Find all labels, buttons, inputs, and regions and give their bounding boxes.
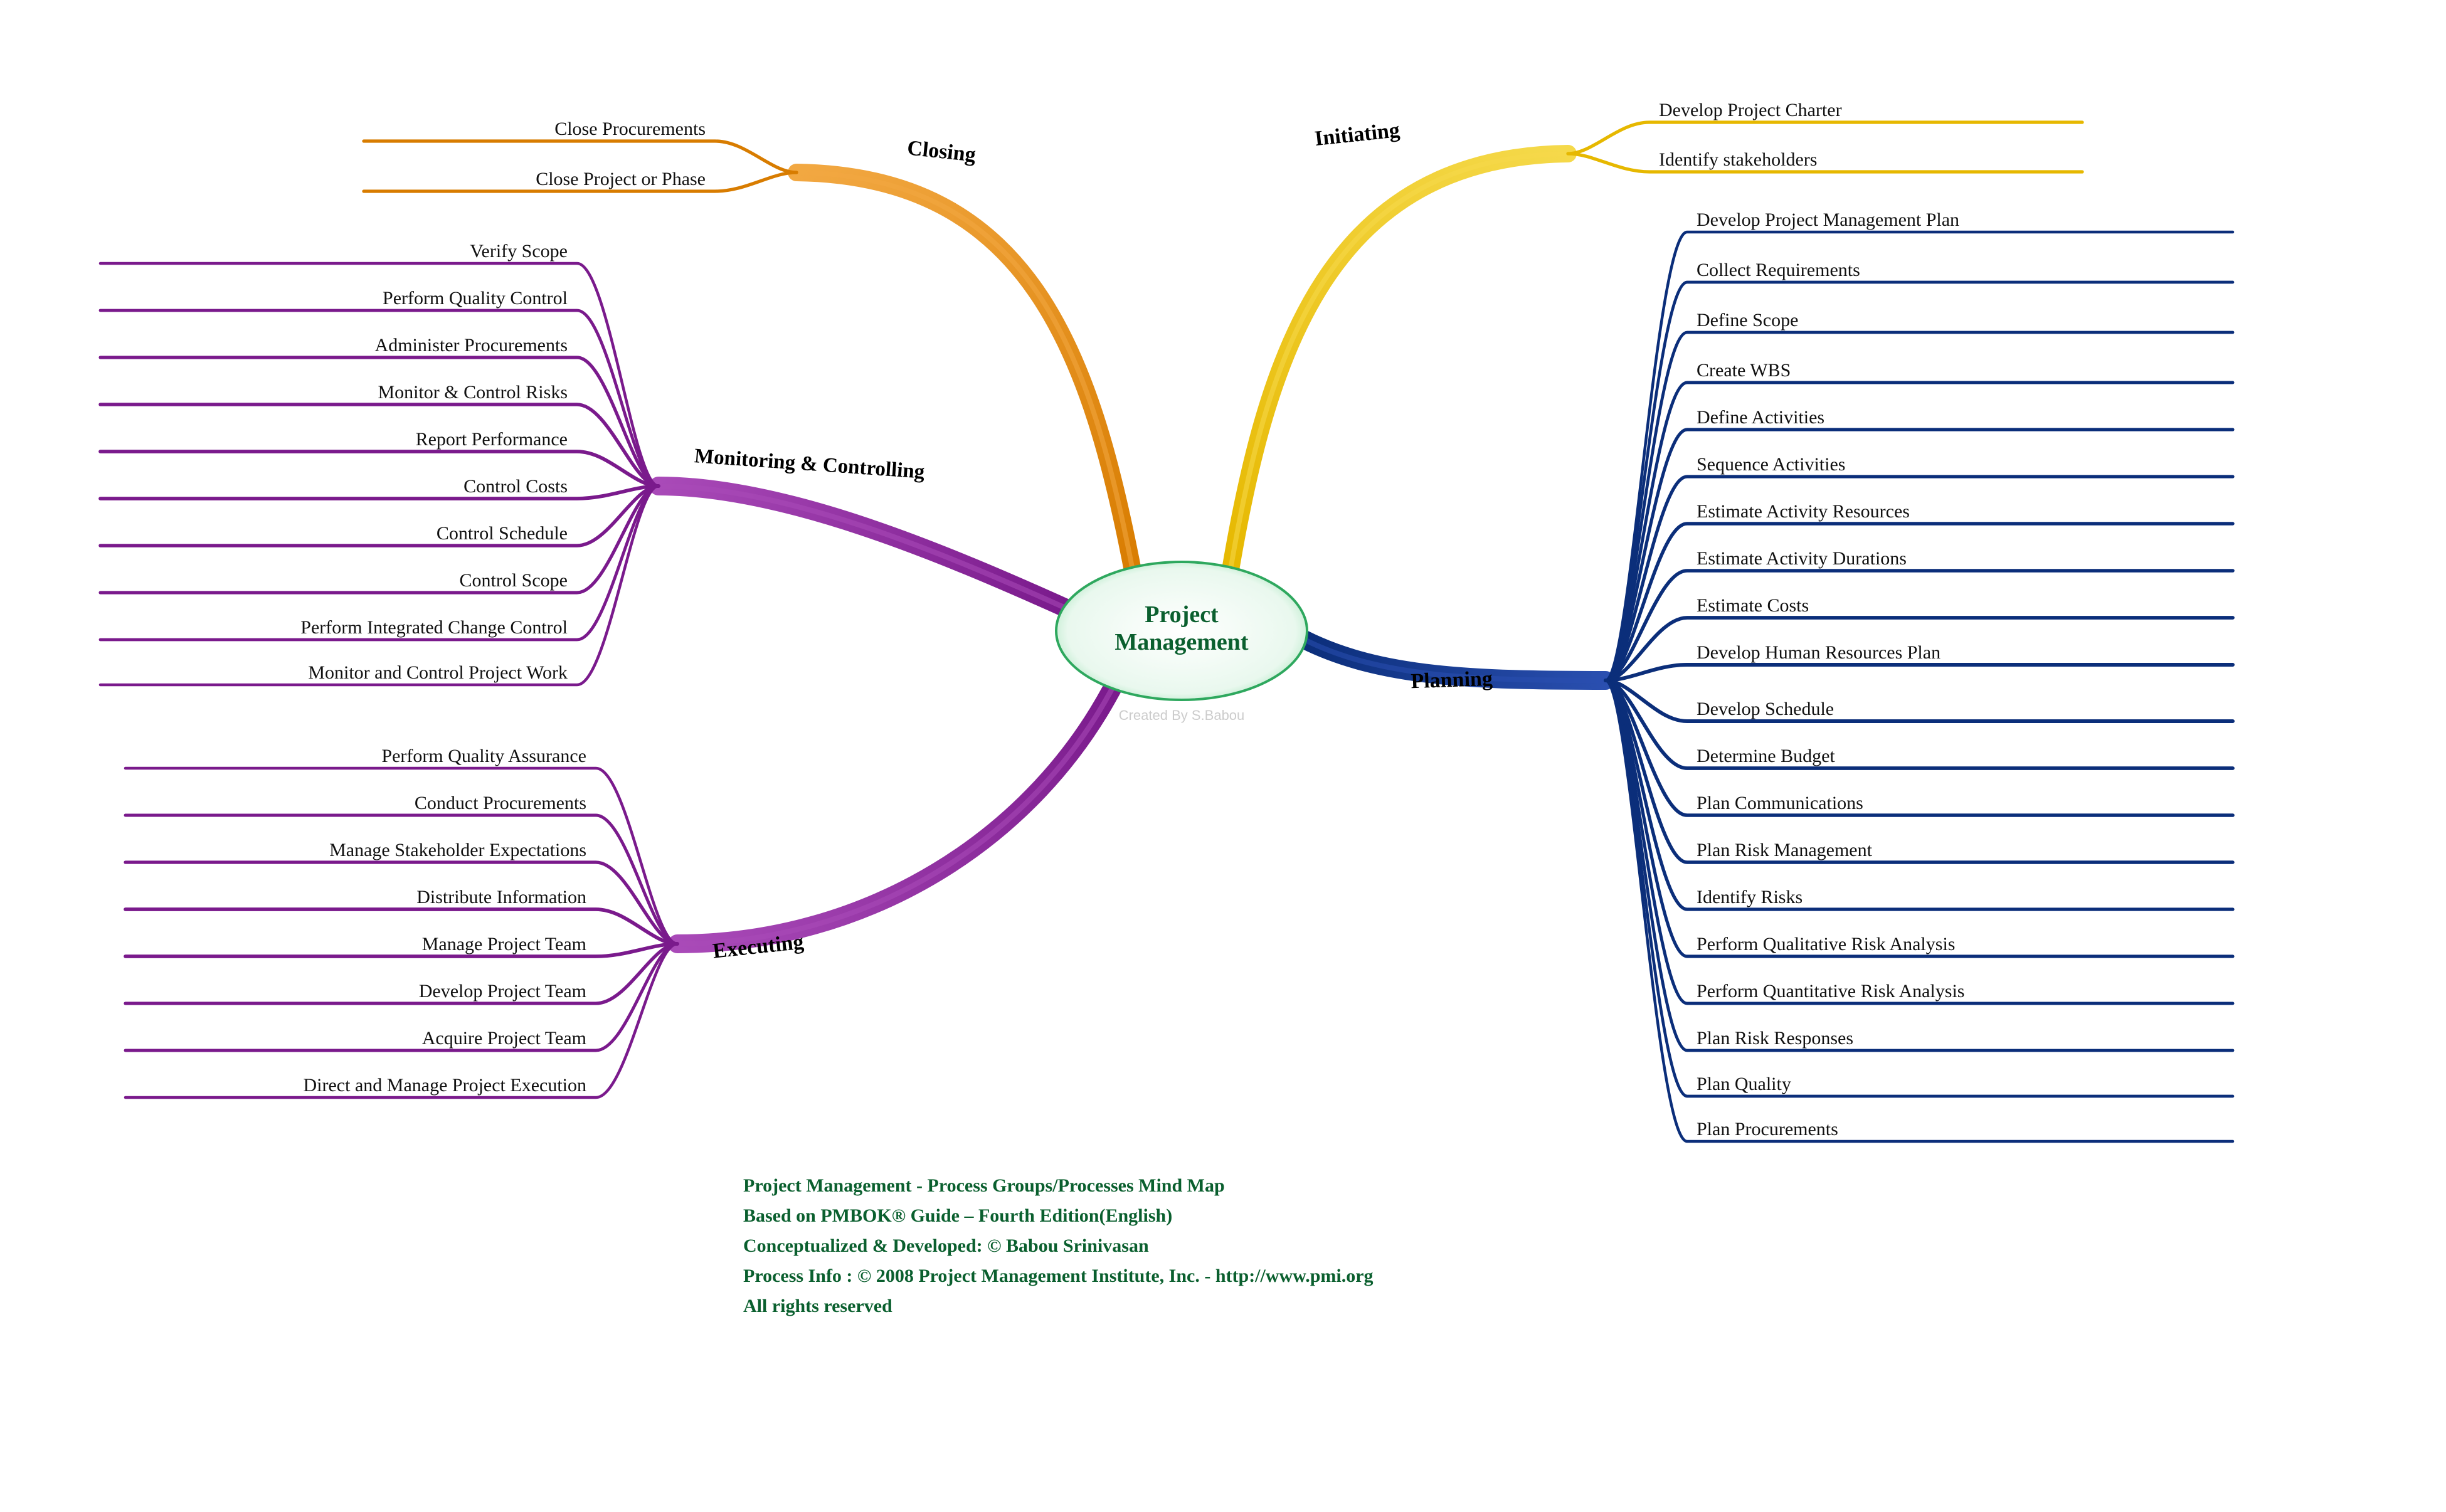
leaf-label: Conduct Procurements xyxy=(415,793,586,813)
leaf-connector xyxy=(125,815,677,944)
branch-label-initiating: Initiating xyxy=(1313,119,1400,151)
branch-trunk-highlight-initiating xyxy=(1229,154,1568,577)
branch-trunk-highlight-executing xyxy=(677,680,1116,944)
leaf-connector xyxy=(125,944,677,1003)
leaf-connector xyxy=(100,486,659,593)
leaf-label: Collect Requirements xyxy=(1697,260,1860,280)
leaf-label: Plan Communications xyxy=(1697,793,1863,813)
leaf-connector xyxy=(100,486,659,685)
leaf-label: Report Performance xyxy=(416,429,568,450)
leaf-connector xyxy=(125,909,677,944)
leaf-label: Manage Project Team xyxy=(422,934,586,954)
leaf-label: Determine Budget xyxy=(1697,746,1835,766)
leaf-label: Estimate Activity Resources xyxy=(1697,501,1910,522)
leaf-label: Develop Project Team xyxy=(419,981,586,1002)
leaf-label: Direct and Manage Project Execution xyxy=(304,1075,587,1096)
leaf-label: Estimate Costs xyxy=(1697,595,1809,616)
footer-line: All rights reserved xyxy=(743,1296,892,1316)
leaf-label: Close Project or Phase xyxy=(536,169,706,189)
branch-label-closing: Closing xyxy=(906,136,977,166)
leaf-label: Define Scope xyxy=(1697,310,1798,330)
leaf-label: Monitor & Control Risks xyxy=(378,382,568,403)
leaf-label: Monitor and Control Project Work xyxy=(308,662,568,683)
branch-label-planning: Planning xyxy=(1411,667,1493,694)
leaf-connector xyxy=(100,404,659,486)
leaf-connector xyxy=(364,141,797,172)
leaf-label: Control Scope xyxy=(460,570,568,591)
leaf-connector xyxy=(1568,122,2082,154)
leaf-connector xyxy=(125,862,677,944)
leaf-label: Perform Integrated Change Control xyxy=(300,617,568,638)
leaf-label: Sequence Activities xyxy=(1697,454,1845,475)
footer-line: Process Info : © 2008 Project Management… xyxy=(743,1266,1374,1286)
leaf-connector xyxy=(1606,282,2233,680)
footer-line: Based on PMBOK® Guide – Fourth Edition(E… xyxy=(743,1205,1172,1226)
branch-label-monitoring: Monitoring & Controlling xyxy=(694,445,926,484)
leaf-label: Define Activities xyxy=(1697,407,1824,428)
leaf-label: Manage Stakeholder Expectations xyxy=(329,840,586,860)
leaf-label: Close Procurements xyxy=(554,119,706,139)
leaf-label: Perform Quantitative Risk Analysis xyxy=(1697,981,1964,1002)
leaf-label: Develop Project Management Plan xyxy=(1697,209,1959,230)
leaf-connector xyxy=(125,944,677,956)
leaf-label: Develop Schedule xyxy=(1697,699,1834,719)
leaf-connector xyxy=(1568,154,2082,172)
branch-trunk-executing xyxy=(677,680,1116,944)
leaf-label: Plan Procurements xyxy=(1697,1119,1838,1139)
branch-trunk-monitoring xyxy=(659,486,1066,608)
leaf-label: Administer Procurements xyxy=(375,335,568,356)
leaf-connector xyxy=(100,357,659,486)
leaf-label: Identify Risks xyxy=(1697,887,1803,907)
leaf-label: Acquire Project Team xyxy=(422,1028,586,1049)
leaf-label: Plan Quality xyxy=(1697,1074,1791,1094)
leaf-label: Perform Quality Assurance xyxy=(381,746,586,766)
leaf-label: Perform Qualitative Risk Analysis xyxy=(1697,934,1955,954)
leaf-connector xyxy=(100,486,659,546)
leaf-label: Plan Risk Management xyxy=(1697,840,1873,860)
center-title-line2: Management xyxy=(1114,629,1249,655)
leaf-label: Estimate Activity Durations xyxy=(1697,548,1907,569)
footer-line: Conceptualized & Developed: © Babou Srin… xyxy=(743,1235,1149,1256)
mindmap-canvas: Develop Project Charter Identify stakehol… xyxy=(0,0,2446,1512)
leaf-connector xyxy=(1606,665,2233,680)
center-title-line1: Project xyxy=(1145,601,1219,628)
leaf-label: Distribute Information xyxy=(416,887,586,907)
leaf-label: Develop Human Resources Plan xyxy=(1697,642,1940,663)
leaf-connector xyxy=(100,486,659,499)
leaf-connector xyxy=(100,452,659,486)
footer-line: Project Management - Process Groups/Proc… xyxy=(743,1175,1225,1196)
leaf-connector xyxy=(125,944,677,1050)
watermark-text: Created By S.Babou xyxy=(1119,707,1245,723)
leaf-label: Perform Quality Control xyxy=(383,288,568,309)
leaf-label: Control Schedule xyxy=(437,523,568,544)
leaf-label: Identify stakeholders xyxy=(1659,149,1817,170)
leaf-label: Plan Risk Responses xyxy=(1697,1028,1853,1049)
leaf-label: Verify Scope xyxy=(470,241,568,262)
leaf-label: Create WBS xyxy=(1697,360,1791,381)
leaf-label: Develop Project Charter xyxy=(1659,100,1842,120)
leaf-label: Control Costs xyxy=(463,476,568,497)
